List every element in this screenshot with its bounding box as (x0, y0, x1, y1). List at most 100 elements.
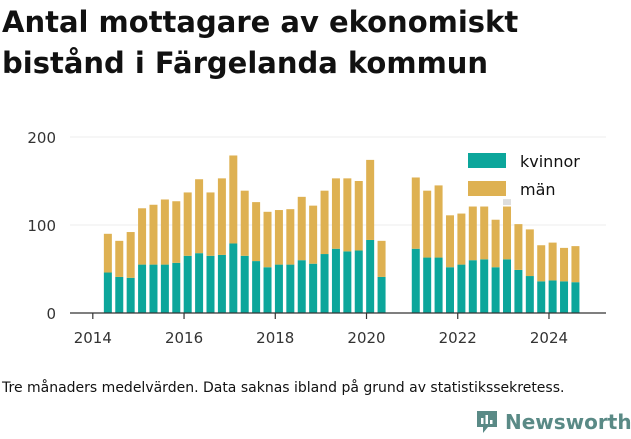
bar-kvinnor (229, 243, 238, 313)
bar-man (229, 155, 238, 244)
y-tick-label: 100 (27, 217, 56, 235)
bar-kvinnor (377, 276, 386, 313)
bar-man (195, 179, 204, 254)
bar-kvinnor (195, 253, 204, 313)
bar-man (263, 211, 272, 268)
bar-kvinnor (149, 264, 158, 313)
bar-kvinnor (252, 261, 261, 313)
bar-man (160, 199, 169, 265)
bar-man (115, 240, 124, 277)
bar-man (138, 208, 147, 265)
bar-kvinnor (206, 255, 215, 313)
bar-man (445, 215, 454, 268)
bar-kvinnor (354, 250, 363, 313)
legend-swatch (468, 153, 506, 168)
bar-man (217, 178, 226, 255)
footnote: Tre månaders medelvärden. Data saknas ib… (2, 380, 565, 396)
bar-man (503, 206, 512, 260)
bar-man (331, 178, 340, 249)
bar-kvinnor (343, 251, 352, 313)
bar-kvinnor (320, 254, 329, 313)
bar-man (480, 206, 489, 260)
y-tick-label: 200 (27, 129, 56, 147)
bar-man (297, 196, 306, 261)
bar-kvinnor (548, 280, 557, 313)
legend: kvinnor män (468, 152, 580, 199)
bar-man (411, 177, 420, 249)
bar-man (525, 229, 534, 277)
bar-kvinnor (445, 267, 454, 313)
bar-kvinnor (115, 276, 124, 313)
bar-chart-logo-icon (477, 411, 497, 433)
bar-man (537, 245, 546, 282)
bar-man (491, 219, 500, 268)
bar-man (149, 204, 158, 265)
bar-kvinnor (183, 255, 192, 313)
bar-man (172, 201, 181, 263)
bar-kvinnor (571, 282, 580, 313)
bar-kvinnor (160, 264, 169, 313)
bar-man (343, 178, 352, 252)
bar-kvinnor (537, 281, 546, 313)
missing-markers (503, 199, 512, 206)
bar-kvinnor (560, 281, 569, 313)
bar-man (309, 205, 318, 264)
bar-man (320, 190, 329, 255)
brand-name: Newsworthy (505, 410, 631, 434)
bar-kvinnor (274, 264, 283, 313)
bar-man (423, 190, 432, 258)
bar-kvinnor (331, 248, 340, 313)
bar-kvinnor (263, 267, 272, 313)
y-axis-ticks: 0 100 200 (27, 129, 56, 323)
missing-value-marker (503, 199, 512, 206)
bar-man (457, 213, 466, 265)
chart-title: Antal mottagare av ekonomiskt bistånd i … (2, 5, 519, 80)
x-tick-label: 2014 (74, 329, 112, 347)
bar-man (468, 206, 477, 261)
bar-man (548, 242, 557, 281)
bar-kvinnor (457, 264, 466, 313)
bar-man (286, 209, 295, 265)
bar-kvinnor (503, 259, 512, 313)
bar-man (514, 224, 523, 270)
bar-kvinnor (138, 264, 147, 313)
x-tick-label: 2022 (439, 329, 477, 347)
stacked-bar-chart: 0 100 200 2014 2016 2018 2020 2022 2024 kvinnor… (27, 129, 606, 347)
bar-man (274, 210, 283, 265)
bar-kvinnor (434, 257, 443, 313)
bar-man (240, 190, 249, 256)
bar-man (377, 240, 386, 277)
bar-kvinnor (411, 248, 420, 313)
bar-kvinnor (286, 264, 295, 313)
bar-man (252, 202, 261, 262)
bar-man (103, 233, 112, 273)
bar-kvinnor (172, 262, 181, 313)
bar-kvinnor (468, 260, 477, 313)
x-tick-label: 2016 (165, 329, 203, 347)
bars (103, 155, 580, 313)
bar-kvinnor (525, 276, 534, 313)
bar-man (366, 159, 375, 240)
x-tick-label: 2018 (256, 329, 294, 347)
bar-kvinnor (297, 260, 306, 313)
bar-man (183, 192, 192, 256)
legend-label: kvinnor (520, 152, 580, 171)
bar-kvinnor (366, 239, 375, 313)
newsworthy-logo[interactable]: Newsworthy (475, 406, 631, 438)
bar-kvinnor (103, 272, 112, 313)
bar-man (434, 185, 443, 258)
bar-kvinnor (240, 255, 249, 313)
legend-swatch (468, 181, 506, 196)
bar-kvinnor (491, 267, 500, 313)
x-tick-label: 2024 (530, 329, 568, 347)
x-axis-ticks: 2014 2016 2018 2020 2022 2024 (74, 313, 568, 347)
y-tick-label: 0 (46, 305, 56, 323)
bar-man (560, 247, 569, 282)
bar-kvinnor (126, 277, 135, 313)
bar-man (354, 181, 363, 251)
x-tick-label: 2020 (347, 329, 385, 347)
bar-kvinnor (514, 269, 523, 313)
bar-man (571, 246, 580, 283)
bar-kvinnor (423, 257, 432, 313)
bar-kvinnor (217, 254, 226, 313)
